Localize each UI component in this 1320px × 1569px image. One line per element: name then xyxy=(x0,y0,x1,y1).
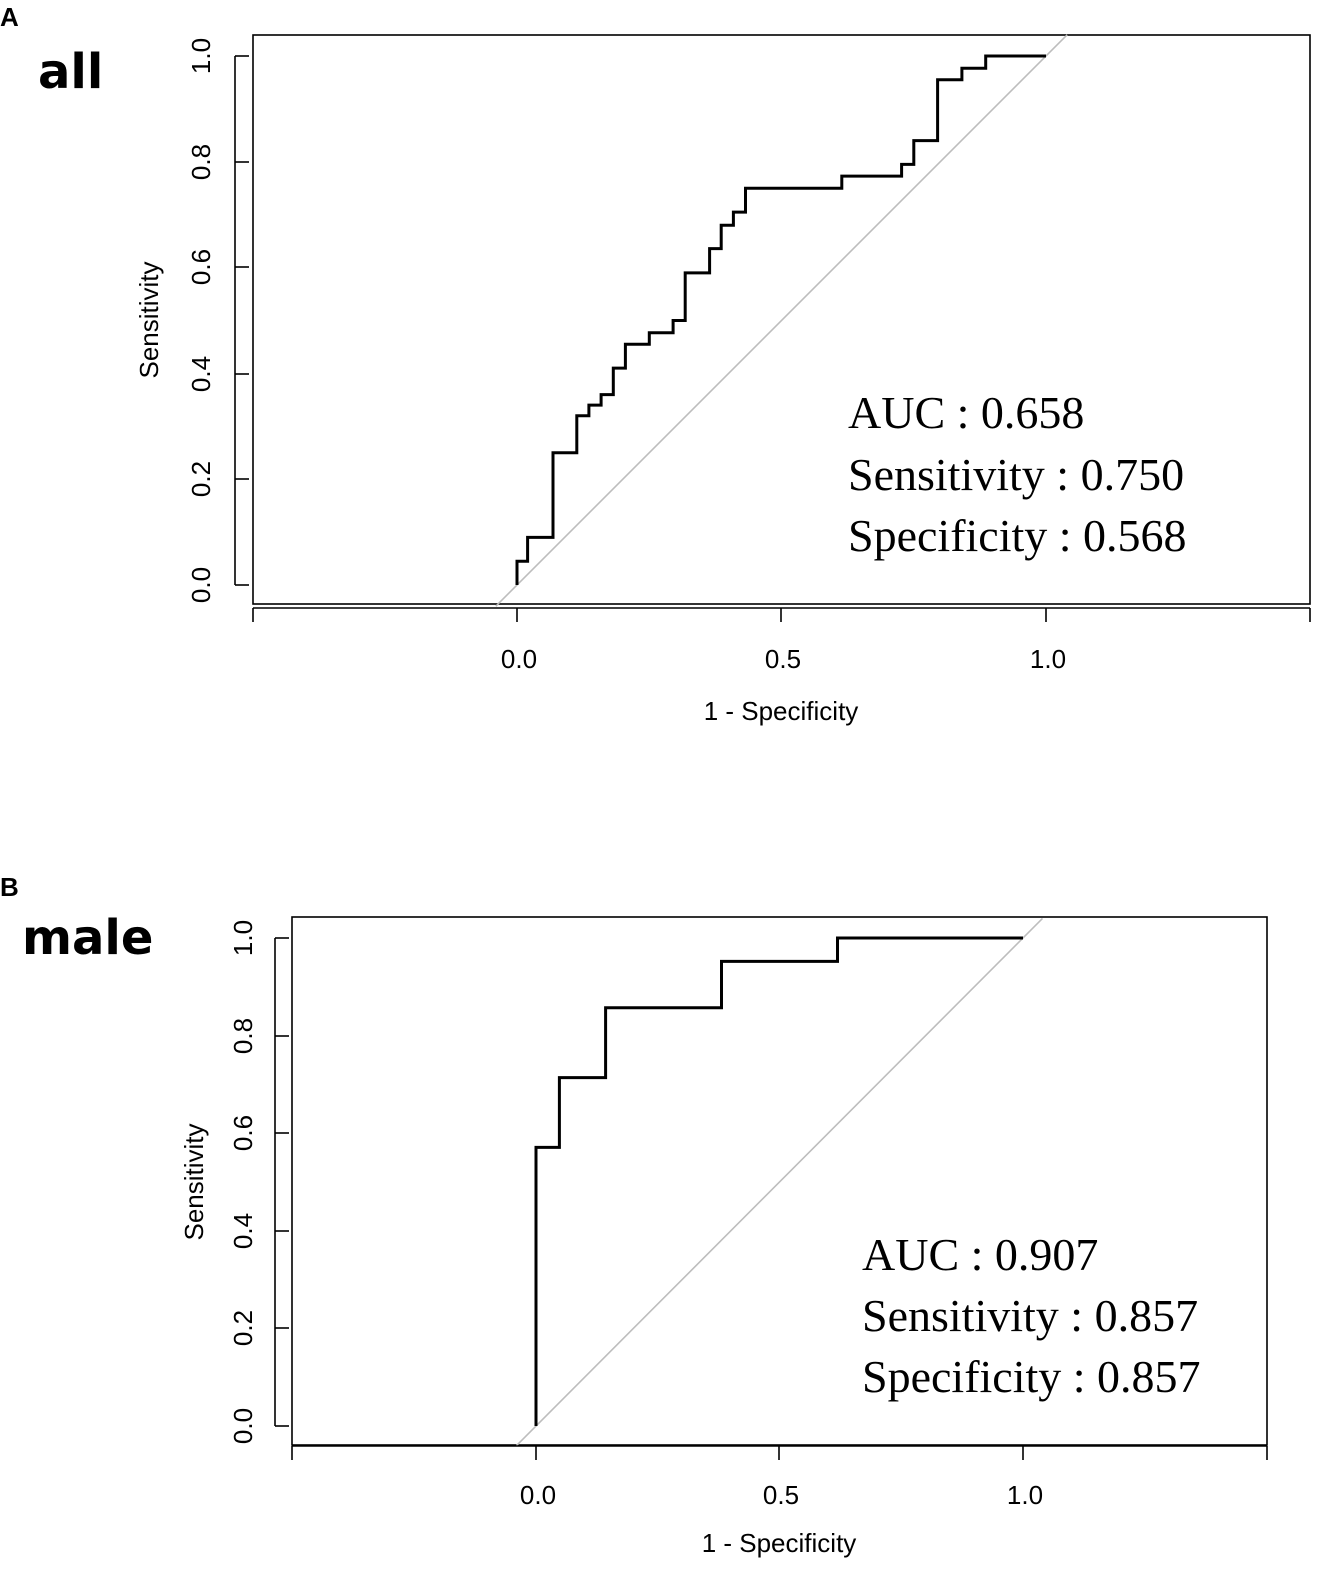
panel-b-auc-label: AUC : 0.907 xyxy=(862,1229,1098,1280)
panel-a-x-tick-label-0: 0.0 xyxy=(501,644,537,674)
panel-a-x-axis-label: 1 - Specificity xyxy=(704,696,859,726)
panel-b-x-axis: 0.0 0.5 1.0 1 - Specificity xyxy=(291,1445,1268,1558)
panel-a-x-tick-label-2: 1.0 xyxy=(1030,644,1066,674)
panel-a: A all 0.0 0.2 0.4 0.6 0.8 1.0 Sensitivit… xyxy=(0,2,1311,726)
panel-b-letter: B xyxy=(0,872,19,902)
panel-a-stats: AUC : 0.658 Sensitivity : 0.750 Specific… xyxy=(848,387,1187,561)
panel-b-y-tick-label-5: 1.0 xyxy=(228,920,258,956)
panel-a-y-tick-label-1: 0.2 xyxy=(186,461,216,497)
panel-a-y-tick-label-3: 0.6 xyxy=(186,249,216,285)
panel-b-stats: AUC : 0.907 Sensitivity : 0.857 Specific… xyxy=(862,1229,1201,1402)
panel-b-y-axis-label: Sensitivity xyxy=(179,1123,209,1240)
panel-a-y-axis-label: Sensitivity xyxy=(134,261,164,378)
panel-b-y-tick-label-1: 0.2 xyxy=(228,1310,258,1346)
panel-b-reference-diagonal xyxy=(515,917,1044,1447)
panel-a-reference-diagonal xyxy=(495,34,1068,607)
panel-b-roc-curve xyxy=(534,936,1023,1426)
panel-a-x-tick-label-1: 0.5 xyxy=(765,644,801,674)
panel-b-y-axis: 0.0 0.2 0.4 0.6 0.8 1.0 Sensitivity xyxy=(179,920,289,1444)
panel-a-y-axis: 0.0 0.2 0.4 0.6 0.8 1.0 Sensitivity xyxy=(134,38,249,603)
panel-b-title: male xyxy=(22,910,153,966)
panel-a-roc-curve xyxy=(515,54,1046,585)
panel-a-y-tick-label-5: 1.0 xyxy=(186,38,216,74)
panel-a-plot-frame xyxy=(252,34,1311,605)
panel-a-auc-label: AUC : 0.658 xyxy=(848,387,1084,438)
panel-b-x-tick-label-1: 0.5 xyxy=(763,1480,799,1510)
panel-b-y-tick-label-0: 0.0 xyxy=(228,1408,258,1444)
panel-b-y-tick-label-4: 0.8 xyxy=(228,1018,258,1054)
panel-a-y-tick-label-0: 0.0 xyxy=(186,567,216,603)
panel-a-letter: A xyxy=(0,2,19,32)
panel-b-y-tick-label-3: 0.6 xyxy=(228,1115,258,1151)
panel-b-sensitivity-label: Sensitivity : 0.857 xyxy=(862,1290,1198,1341)
panel-a-title: all xyxy=(38,44,103,100)
panel-b-y-tick-label-2: 0.4 xyxy=(228,1213,258,1249)
panel-a-y-tick-label-2: 0.4 xyxy=(186,356,216,392)
panel-a-specificity-label: Specificity : 0.568 xyxy=(848,510,1187,561)
panel-a-x-axis: 0.0 0.5 1.0 1 - Specificity xyxy=(252,607,1311,726)
panel-b-x-axis-label: 1 - Specificity xyxy=(702,1528,857,1558)
panel-b-x-tick-label-2: 1.0 xyxy=(1007,1480,1043,1510)
panel-b-specificity-label: Specificity : 0.857 xyxy=(862,1351,1201,1402)
panel-b-plot-frame xyxy=(291,916,1268,1446)
panel-a-sensitivity-label: Sensitivity : 0.750 xyxy=(848,449,1184,500)
panel-a-y-tick-label-4: 0.8 xyxy=(186,144,216,180)
panel-b: B male 0.0 0.2 0.4 0.6 0.8 1.0 Sensitivi… xyxy=(0,872,1268,1558)
panel-b-x-tick-label-0: 0.0 xyxy=(520,1480,556,1510)
